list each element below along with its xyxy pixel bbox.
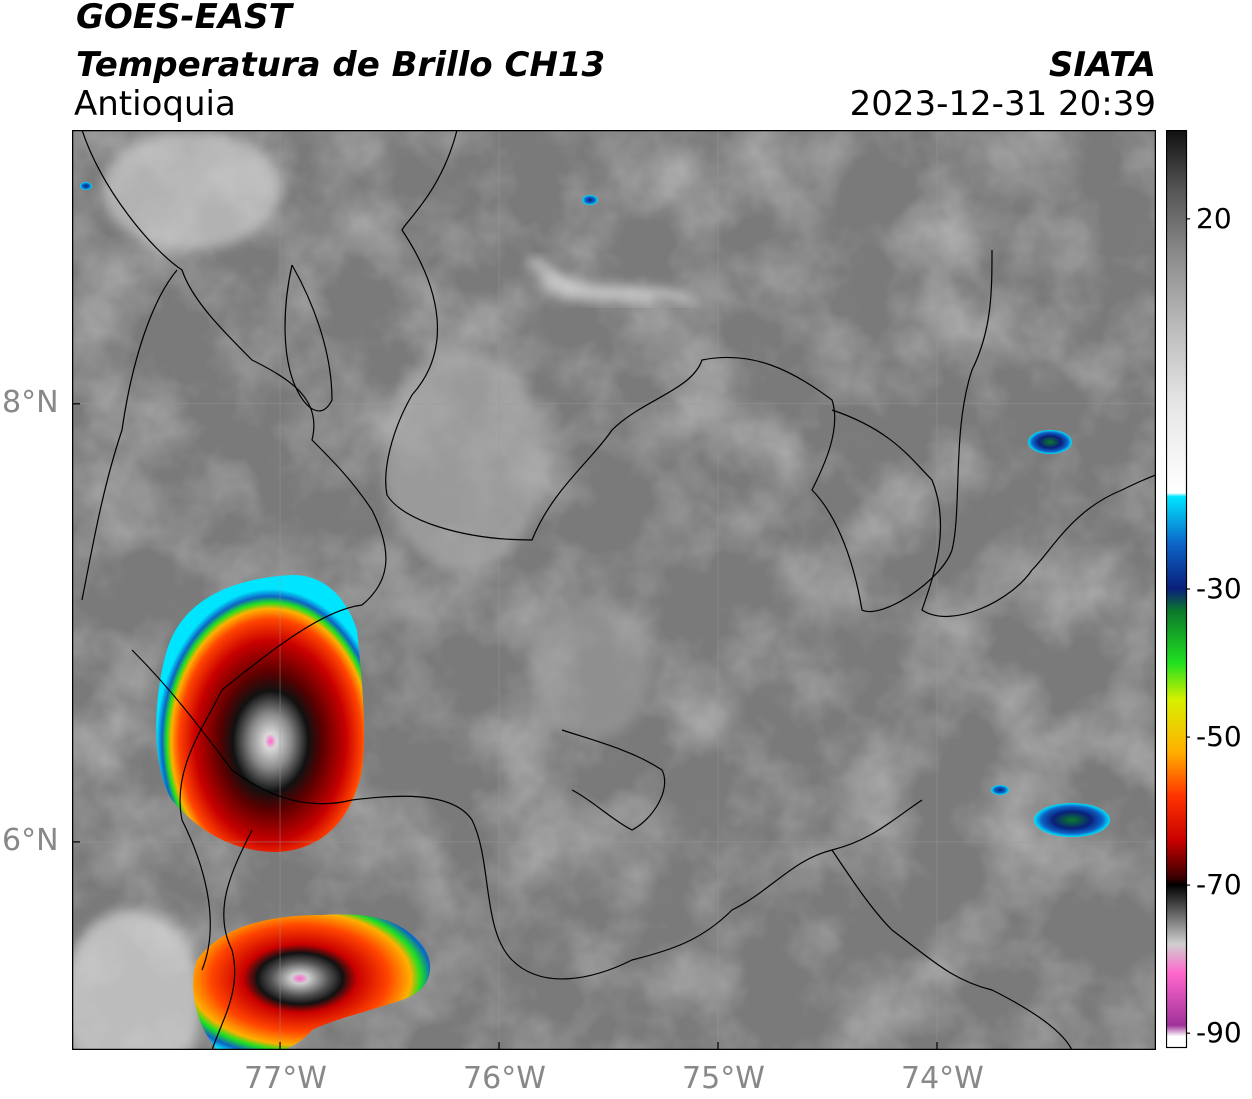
cirrus-streak: [528, 256, 694, 305]
boundary-east: [831, 409, 1156, 618]
boundary-inner: [561, 729, 666, 831]
lon-label-1: 76°W: [463, 1061, 546, 1096]
light-area-southwest: [72, 910, 202, 1050]
small-cell-east-south: [1034, 803, 1110, 837]
gridlines: [72, 130, 1156, 1050]
region-label: Antioquia: [74, 84, 236, 124]
datetime-label: 2023-12-31 20:39: [849, 84, 1156, 124]
coastline: [81, 130, 387, 971]
colorbar-ticks: [1186, 218, 1190, 1034]
light-area-north: [382, 350, 542, 570]
colorbar-label-1: -30: [1196, 572, 1242, 605]
lat-label-1: 6°N: [2, 822, 59, 858]
boundary-southwest: [211, 829, 253, 1050]
temperature-colorbar: [1166, 130, 1190, 1049]
agency-label: SIATA: [1048, 45, 1156, 85]
lon-label-3: 74°W: [901, 1061, 984, 1096]
cold-dot-3: [80, 182, 92, 190]
brightness-temperature-map: [72, 130, 1156, 1050]
lat-label-0: 8°N: [2, 384, 59, 420]
storm-cell-southwest: [193, 914, 431, 1050]
light-area-northwest: [102, 130, 282, 250]
satellite-title: GOES-EAST: [76, 0, 292, 37]
light-area-central: [532, 600, 652, 740]
product-title: Temperatura de Brillo CH13: [76, 45, 606, 85]
lon-label-2: 75°W: [682, 1061, 765, 1096]
small-cell-east-north: [1028, 430, 1072, 454]
colorbar-label-0: 20: [1196, 201, 1232, 235]
boundary-antioquia: [385, 130, 993, 613]
colorbar-label-4: -90: [1196, 1016, 1242, 1050]
colorbar-label-3: -70: [1196, 868, 1242, 902]
admin-boundaries: [81, 130, 1156, 1050]
cold-dot-2: [991, 785, 1009, 795]
cold-dot-1: [582, 195, 598, 205]
lon-label-0: 77°W: [244, 1061, 327, 1096]
boundary-magdalena: [831, 849, 1073, 1050]
colorbar-fill: [1166, 130, 1188, 1049]
frame-ticks: [72, 403, 938, 1050]
coastline-gulf: [284, 264, 333, 412]
map-frame: [72, 130, 1156, 1050]
boundary-south: [131, 649, 923, 980]
colorbar-label-2: -50: [1196, 720, 1242, 754]
storm-cell-west: [156, 575, 365, 852]
